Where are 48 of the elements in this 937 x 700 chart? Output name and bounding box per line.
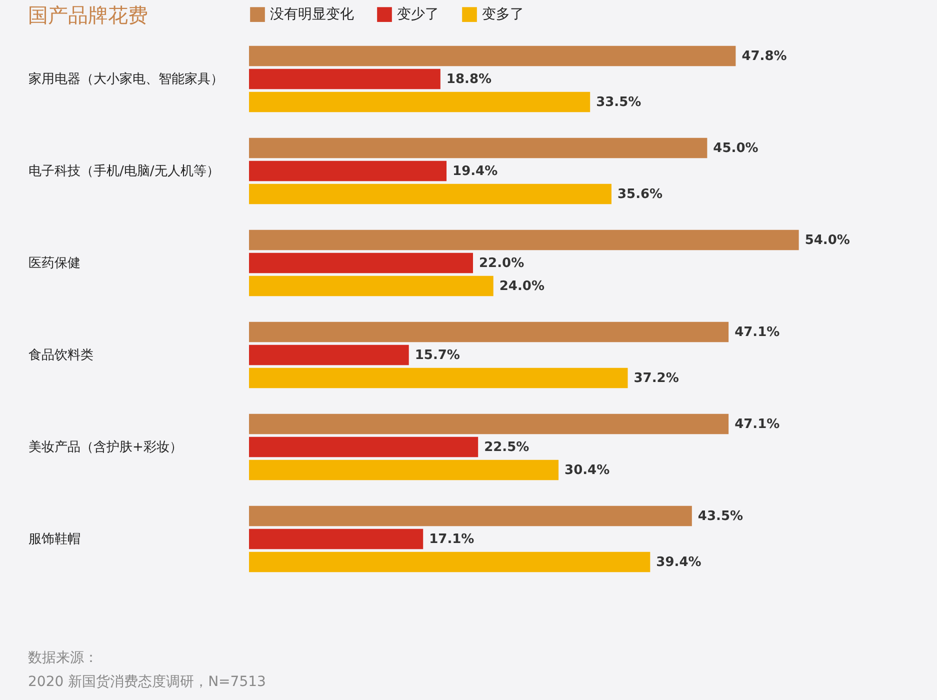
bar bbox=[249, 344, 409, 366]
source-note: 数据来源： bbox=[28, 649, 99, 668]
y-tick-label: 服饰鞋帽 bbox=[28, 532, 80, 548]
bar bbox=[249, 160, 447, 182]
y-tick-label: 医药保健 bbox=[28, 256, 80, 271]
bar bbox=[249, 322, 729, 342]
data-label: 47.1% bbox=[734, 325, 780, 340]
data-label: 43.5% bbox=[698, 509, 744, 524]
y-tick-label: 电子科技（手机/电脑/无人机等） bbox=[28, 164, 220, 179]
data-label: 18.8% bbox=[446, 72, 492, 87]
bar bbox=[249, 276, 494, 296]
bar bbox=[249, 230, 799, 250]
legend-label: 变多了 bbox=[482, 6, 524, 22]
data-label: 30.4% bbox=[564, 463, 610, 478]
data-label: 47.8% bbox=[742, 48, 787, 64]
legend-label: 没有明显变化 bbox=[270, 6, 354, 22]
y-tick-label: 食品饮料类 bbox=[28, 348, 94, 364]
data-label: 22.5% bbox=[484, 440, 530, 456]
data-label: 47.1% bbox=[734, 417, 780, 432]
data-label: 33.5% bbox=[596, 94, 642, 110]
bar bbox=[249, 552, 650, 572]
bar bbox=[249, 528, 424, 550]
data-label: 45.0% bbox=[713, 140, 758, 156]
text: 2020 新国货消费态度调研，N=7513 bbox=[28, 673, 266, 692]
y-tick-label: 美妆产品（含护肤+彩妆） bbox=[28, 439, 182, 456]
bar bbox=[249, 506, 692, 526]
bar bbox=[249, 184, 612, 204]
data-label: 35.6% bbox=[617, 186, 663, 202]
bar bbox=[249, 414, 729, 434]
text: 国产品牌花费 bbox=[28, 3, 148, 27]
bar bbox=[249, 138, 708, 158]
data-label: 15.7% bbox=[414, 348, 460, 364]
y-tick-label: 家用电器（大小家电、智能家具） bbox=[28, 70, 224, 87]
bar bbox=[249, 252, 473, 274]
data-label: 37.2% bbox=[634, 371, 679, 386]
data-label: 54.0% bbox=[804, 232, 850, 248]
legend-label: 变少了 bbox=[397, 6, 439, 22]
bar bbox=[249, 92, 590, 112]
data-label: 19.4% bbox=[452, 164, 498, 179]
bar bbox=[249, 460, 559, 480]
bar bbox=[249, 46, 736, 66]
data-label: 24.0% bbox=[499, 278, 544, 294]
data-label: 39.4% bbox=[656, 555, 702, 570]
bar bbox=[249, 436, 478, 458]
data-label: 22.0% bbox=[479, 256, 524, 271]
data-label: 17.1% bbox=[429, 532, 474, 548]
bar bbox=[249, 368, 628, 388]
bar bbox=[249, 68, 440, 90]
